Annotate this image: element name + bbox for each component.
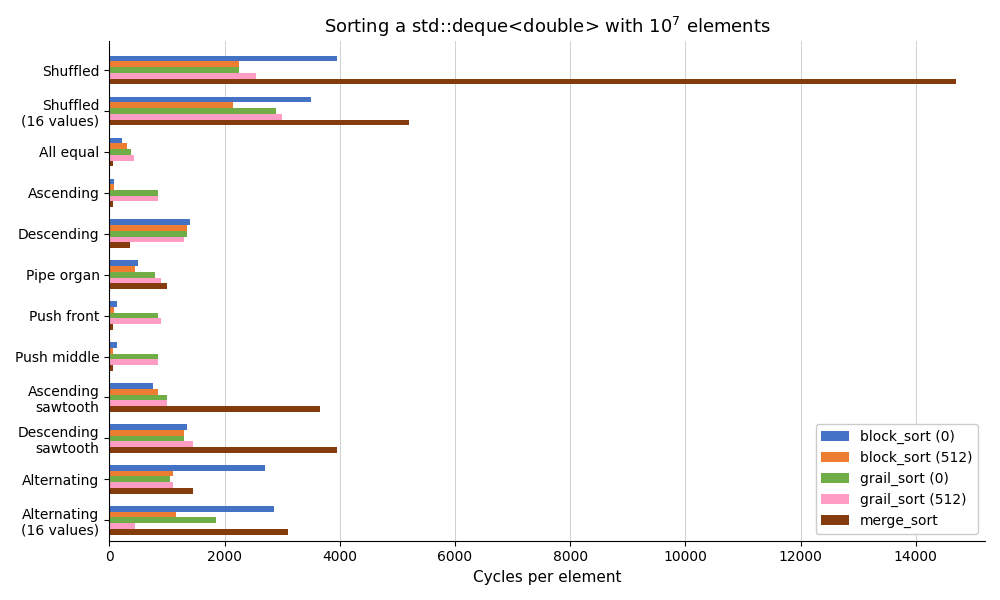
Bar bbox=[109, 313, 158, 319]
Bar bbox=[109, 517, 216, 523]
Bar bbox=[109, 242, 130, 248]
Bar bbox=[109, 482, 173, 488]
Bar bbox=[109, 307, 114, 313]
Bar bbox=[109, 319, 161, 324]
Bar bbox=[109, 512, 176, 517]
Bar bbox=[109, 406, 320, 412]
Bar bbox=[109, 161, 113, 166]
Bar bbox=[109, 119, 409, 125]
Bar bbox=[109, 260, 138, 266]
Bar bbox=[109, 190, 158, 196]
Title: Sorting a std::deque<double> with $10^7$ elements: Sorting a std::deque<double> with $10^7$… bbox=[324, 15, 771, 39]
Bar bbox=[109, 202, 113, 207]
Bar bbox=[109, 278, 161, 283]
Bar bbox=[109, 383, 153, 389]
Bar bbox=[109, 301, 117, 307]
Bar bbox=[109, 114, 282, 119]
Bar bbox=[109, 430, 184, 436]
Bar bbox=[109, 155, 134, 161]
Bar bbox=[109, 424, 187, 430]
Bar bbox=[109, 179, 114, 184]
Bar bbox=[109, 400, 167, 406]
Bar bbox=[109, 389, 158, 395]
Bar bbox=[109, 283, 167, 289]
Bar bbox=[109, 476, 170, 482]
Bar bbox=[109, 143, 127, 149]
Bar bbox=[109, 488, 193, 494]
Bar bbox=[109, 149, 131, 155]
Bar bbox=[109, 196, 158, 202]
Bar bbox=[109, 523, 135, 529]
Bar bbox=[109, 56, 337, 61]
Bar bbox=[109, 465, 265, 471]
Bar bbox=[109, 506, 274, 512]
Bar bbox=[109, 324, 113, 330]
Bar bbox=[109, 137, 122, 143]
Bar bbox=[109, 231, 187, 236]
Bar bbox=[109, 225, 187, 231]
Bar bbox=[109, 471, 173, 476]
Bar bbox=[109, 236, 184, 242]
Legend: block_sort (0), block_sort (512), grail_sort (0), grail_sort (512), merge_sort: block_sort (0), block_sort (512), grail_… bbox=[816, 424, 978, 534]
Bar bbox=[109, 61, 239, 67]
Bar bbox=[109, 353, 158, 359]
X-axis label: Cycles per element: Cycles per element bbox=[473, 570, 621, 585]
Bar bbox=[109, 97, 311, 103]
Bar bbox=[109, 184, 114, 190]
Bar bbox=[109, 108, 276, 114]
Bar bbox=[109, 79, 956, 85]
Bar bbox=[109, 266, 135, 272]
Bar bbox=[109, 441, 193, 447]
Bar bbox=[109, 436, 184, 441]
Bar bbox=[109, 272, 155, 278]
Bar bbox=[109, 220, 190, 225]
Bar bbox=[109, 395, 167, 400]
Bar bbox=[109, 359, 158, 365]
Bar bbox=[109, 67, 239, 73]
Bar bbox=[109, 529, 288, 535]
Bar bbox=[109, 447, 337, 453]
Bar bbox=[109, 103, 233, 108]
Bar bbox=[109, 73, 256, 79]
Bar bbox=[109, 348, 113, 353]
Bar bbox=[109, 342, 117, 348]
Bar bbox=[109, 365, 113, 371]
